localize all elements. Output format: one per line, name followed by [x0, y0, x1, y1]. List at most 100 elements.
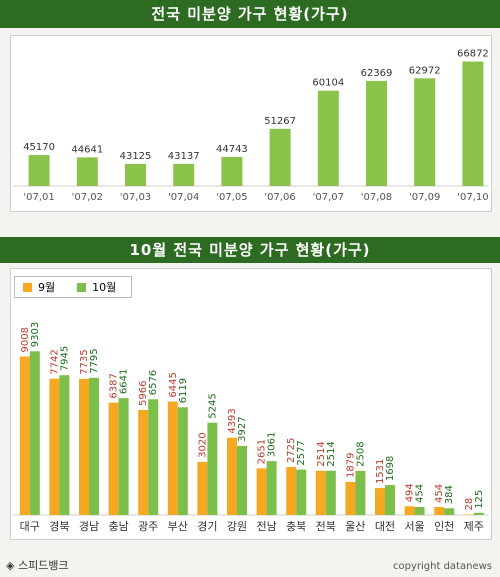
chart2-bar [49, 378, 60, 515]
chart2-data-label: 9008 [20, 327, 31, 352]
chart2-bar [385, 485, 395, 515]
chart2-bar [197, 461, 208, 515]
chart2-data-label: 7742 [49, 349, 60, 374]
chart2-data-label: 5966 [138, 381, 149, 406]
chart2-bar [266, 461, 277, 515]
chart2-data-label: 1698 [385, 456, 396, 481]
chart2-data-label: 6576 [148, 370, 159, 395]
copyright-label: copyright datanews [393, 561, 492, 572]
chart2-tick-label: 대전 [375, 520, 395, 533]
chart2-tick-label: 전북 [316, 520, 336, 533]
chart2-data-label: 3061 [267, 432, 278, 457]
chart2-title: 10월 전국 미분양 가구 현황(가구) [0, 237, 500, 263]
chart2-data-label: 454 [434, 484, 445, 503]
chart2-data-label: 7945 [59, 346, 70, 371]
chart2-data-label: 1879 [345, 452, 356, 477]
chart2-bar [414, 507, 425, 515]
chart2-bar [345, 481, 356, 515]
chart2-data-label: 5245 [207, 393, 218, 418]
chart2-data-label: 2651 [257, 439, 268, 464]
chart2-bar [473, 512, 484, 515]
chart1-data-label: 43137 [168, 151, 200, 162]
chart1-tick-label: '07,02 [72, 192, 103, 203]
chart1-tick-label: '07,03 [120, 192, 151, 203]
chart2-bar [29, 351, 40, 515]
chart2-data-label: 7735 [79, 349, 90, 374]
chart1-tick-label: '07,10 [457, 192, 488, 203]
chart2-tick-label: 경북 [49, 520, 69, 533]
chart1-data-label: 45170 [23, 142, 55, 153]
legend-label-sep: 9월 [38, 281, 56, 294]
chart1-bar [414, 78, 436, 186]
chart2-tick-label: 인천 [434, 519, 454, 533]
chart2-bar [227, 437, 237, 515]
chart2-bar [79, 378, 89, 515]
legend-swatch-sep [23, 282, 32, 292]
chart2-bar [167, 401, 178, 515]
chart1-data-label: 43125 [120, 151, 152, 162]
chart1-bar [76, 157, 98, 186]
chart2-data-label: 384 [444, 485, 455, 504]
chart2-bar [296, 469, 307, 515]
chart1-bar [125, 163, 146, 186]
chart2-bar [118, 398, 129, 515]
chart2-bar [315, 470, 326, 515]
chart1-bar [462, 61, 484, 186]
chart2-bar [256, 468, 267, 515]
chart1-bar [221, 156, 243, 186]
chart2-legend: 9월 10월 [14, 276, 132, 298]
chart1-panel: 45170 '07,01 44641 '07,02 43125 '07,03 43137 '0… [10, 35, 492, 212]
chart2-data-label: 28 [464, 498, 475, 511]
chart2-tick-label: 제주 [464, 520, 484, 533]
chart2-data-label: 1531 [375, 459, 386, 484]
chart2-bar [237, 445, 247, 515]
chart2-bar [177, 407, 188, 515]
chart2-bar [286, 467, 297, 515]
source-label: ◈ 스피드뱅크 [6, 559, 69, 572]
chart2-bar [148, 399, 159, 515]
chart2-data-label: 9303 [30, 322, 41, 347]
chart2-data-label: 494 [405, 483, 416, 502]
chart1-tick-label: '07,06 [264, 192, 295, 203]
chart1-tick-label: '07,08 [361, 192, 392, 203]
chart1-data-label: 62972 [409, 65, 441, 76]
chart2-tick-label: 전남 [256, 520, 276, 533]
chart1-tick-label: '07,05 [216, 192, 247, 203]
chart2-tick-label: 강원 [227, 520, 247, 533]
chart2-bar [434, 507, 445, 515]
chart2-tick-label: 충남 [108, 520, 128, 533]
chart2-bar [59, 375, 70, 515]
chart2-tick-label: 부산 [168, 520, 188, 533]
chart2-data-label: 125 [474, 490, 485, 509]
chart1-tick-label: '07,09 [409, 192, 440, 203]
legend-swatch-oct [77, 282, 87, 292]
chart2-data-label: 6119 [178, 378, 189, 403]
chart1-data-label: 51267 [264, 116, 296, 127]
chart2-tick-label: 경남 [79, 520, 99, 533]
chart2-svg: 9008 9303 대구 7742 7945 경북 7735 7795 경남 6387 6641 충남… [13, 322, 489, 533]
chart2-data-label: 2514 [326, 441, 337, 466]
chart2-bar [375, 488, 385, 515]
chart2-bar [444, 508, 455, 515]
chart2-data-label: 3020 [197, 432, 208, 457]
chart1-bar [366, 80, 387, 186]
chart2-data-label: 4393 [227, 408, 238, 433]
chart1-data-label: 44641 [71, 144, 103, 155]
chart2-data-label: 6641 [119, 369, 130, 394]
chart1-tick-label: '07,01 [23, 192, 54, 203]
chart1-svg: 45170 '07,01 44641 '07,02 43125 '07,03 43137 '0… [13, 48, 489, 203]
chart1-data-label: 44743 [216, 144, 248, 155]
chart2-data-label: 6387 [109, 373, 120, 398]
chart1-bar [269, 128, 291, 186]
chart2-data-label: 2508 [355, 441, 366, 466]
chart2-bar [19, 356, 30, 515]
chart2-bar [355, 470, 366, 515]
chart2-data-label: 3927 [237, 416, 248, 441]
chart2-bar [138, 409, 149, 515]
chart2-data-label: 2514 [316, 441, 327, 466]
chart1-data-label: 62369 [361, 68, 393, 79]
chart2-bar [108, 402, 119, 515]
chart2-panel: 9008 9303 대구 7742 7945 경북 7735 7795 경남 6387 6641 충남… [10, 268, 492, 540]
legend-label-oct: 10월 [92, 281, 117, 294]
chart1-bar [317, 90, 339, 186]
